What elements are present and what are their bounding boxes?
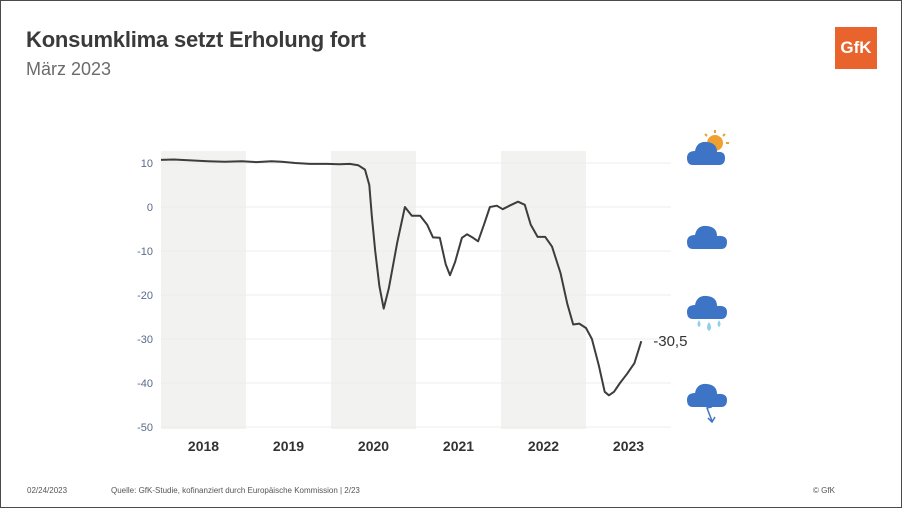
y-tick-label: -10 — [137, 246, 153, 258]
shaded-year-band — [331, 151, 416, 429]
chart-title: Konsumklima setzt Erholung fort — [26, 27, 366, 52]
y-tick-label: -40 — [137, 378, 153, 390]
shaded-year-band — [501, 151, 586, 429]
x-year-label: 2020 — [358, 438, 389, 454]
rain-cloud-icon — [687, 295, 727, 331]
gfk-logo: GfK — [835, 27, 877, 69]
cloud-icon — [687, 225, 727, 249]
footer-date: 02/24/2023 — [27, 486, 68, 495]
x-year-label: 2022 — [528, 438, 559, 454]
x-year-label: 2021 — [443, 438, 474, 454]
y-tick-label: 10 — [141, 158, 153, 170]
chart-subtitle: März 2023 — [26, 59, 112, 79]
y-tick-label: -30 — [137, 334, 153, 346]
x-year-label: 2019 — [273, 438, 304, 454]
y-tick-label: -20 — [137, 290, 153, 302]
x-year-label: 2018 — [188, 438, 219, 454]
sun-cloud-icon — [687, 130, 729, 165]
y-tick-label: 0 — [147, 202, 153, 214]
shaded-year-band — [161, 151, 246, 429]
storm-cloud-icon — [687, 383, 727, 424]
y-tick-label: -50 — [137, 422, 153, 434]
footer-copyright: © GfK — [813, 486, 835, 495]
series-line — [160, 158, 643, 397]
footer-source: Quelle: GfK-Studie, kofinanziert durch E… — [111, 486, 360, 495]
x-year-label: 2023 — [613, 438, 644, 454]
end-value-label: -30,5 — [653, 333, 687, 350]
